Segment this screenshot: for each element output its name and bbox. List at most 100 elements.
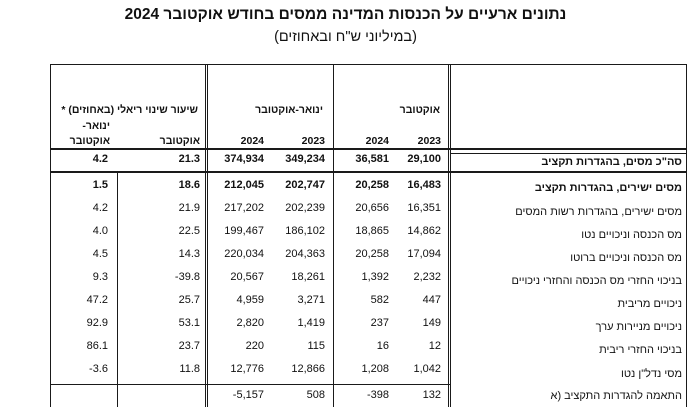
cell-oct-2023: 12 [428, 340, 441, 352]
cell-real-change-oct: 25.7 [178, 294, 200, 306]
cell-jan-oct-2023: 3,271 [297, 294, 325, 306]
cell-oct-2023: 17,094 [407, 248, 441, 260]
cell-oct-2024: 237 [370, 317, 389, 329]
cell-oct-2024: 1,208 [361, 363, 389, 375]
cell-jan-oct-2024: -5,157 [232, 389, 264, 401]
cell-real-change-ytd: 47.2 [86, 294, 108, 306]
row-label: מסי נדל"ן נטו [620, 368, 682, 380]
cell-real-change-ytd: 1.5 [92, 179, 108, 191]
cell-jan-oct-2023: 202,747 [285, 179, 325, 191]
table-border-right [686, 64, 687, 407]
cell-oct-2023: 447 [422, 294, 441, 306]
table-border-left [50, 64, 51, 407]
cell-oct-2024: 1,392 [361, 271, 389, 283]
cell-jan-oct-2024: 220,034 [224, 248, 264, 260]
column-divider [448, 64, 449, 407]
cell-jan-oct-2024: 217,202 [224, 202, 264, 214]
cell-real-change-ytd: 9.3 [92, 271, 108, 283]
cell-jan-oct-2023: 1,419 [297, 317, 325, 329]
header-jan-oct: ינואר-אוקטובר [255, 104, 323, 116]
cell-jan-oct-2023: 508 [306, 389, 325, 401]
table-border-top [50, 64, 687, 65]
cell-oct-2023: 29,100 [407, 153, 441, 165]
row-label: התאמה להגדרות התקציב (א [550, 390, 682, 402]
header-year-2023: 2023 [417, 135, 441, 147]
column-divider [333, 64, 334, 407]
cell-oct-2023: 16,351 [407, 202, 441, 214]
header-real-change-ytd: אוקטובר [69, 135, 110, 147]
cell-jan-oct-2024: 20,567 [230, 271, 264, 283]
cell-oct-2024: 20,258 [355, 179, 389, 191]
cell-real-change-ytd: 4.2 [92, 202, 108, 214]
cell-oct-2024: 20,258 [355, 248, 389, 260]
row-label: מסים ישירים, בהגדרות רשות המסים [515, 206, 682, 218]
header-real-change-oct: אוקטובר [159, 135, 200, 147]
cell-real-change-ytd: 4.5 [92, 248, 108, 260]
cell-real-change-ytd: -3.6 [89, 363, 108, 375]
cell-oct-2023: 14,862 [407, 225, 441, 237]
column-divider [205, 64, 206, 407]
report-subtitle: (במיליוני ש"ח ובאחוזים) [274, 29, 417, 45]
cell-real-change-oct: 11.8 [179, 363, 200, 375]
cell-jan-oct-2023: 18,261 [291, 271, 325, 283]
cell-jan-oct-2024: 374,934 [224, 153, 264, 165]
header-year-2024: 2024 [365, 135, 389, 147]
cell-jan-oct-2024: 12,776 [230, 363, 264, 375]
row-label: מס הכנסה וניכויים נטו [581, 229, 682, 241]
cell-jan-oct-2023: 186,102 [285, 225, 325, 237]
cell-real-change-ytd: 4.2 [92, 153, 108, 165]
cell-real-change-oct: 21.9 [178, 202, 200, 214]
cell-jan-oct-2023: 204,363 [285, 248, 325, 260]
row-separator [50, 384, 450, 385]
cell-jan-oct-2024: 220 [245, 340, 264, 352]
cell-oct-2023: 16,483 [407, 179, 441, 191]
header-oct: אוקטובר [399, 104, 440, 116]
cell-real-change-oct: 14.3 [178, 248, 200, 260]
cell-real-change-oct: 53.1 [178, 317, 200, 329]
cell-jan-oct-2023: 202,239 [285, 202, 325, 214]
total-separator [50, 171, 687, 173]
cell-real-change-ytd: 4.0 [92, 225, 108, 237]
cell-real-change-oct: 21.3 [178, 153, 200, 165]
column-divider [450, 64, 451, 407]
row-label: ניכויים מניירות ערך [595, 321, 682, 333]
cell-oct-2024: 20,656 [355, 202, 389, 214]
cell-jan-oct-2024: 212,045 [224, 179, 264, 191]
cell-oct-2024: 36,581 [355, 153, 389, 165]
cell-jan-oct-2023: 12,866 [291, 363, 325, 375]
cell-real-change-oct: -39.8 [174, 271, 200, 283]
header-year-2024: 2024 [240, 135, 264, 147]
row-separator [450, 153, 687, 154]
row-label: בניכוי החזרי מס הכנסה והחזרי ניכויים [511, 275, 682, 287]
cell-real-change-oct: 23.7 [178, 340, 200, 352]
cell-oct-2023: 132 [422, 389, 441, 401]
row-label: מס הכנסה וניכויים ברוטו [570, 252, 682, 264]
cell-jan-oct-2024: 2,820 [236, 317, 264, 329]
cell-real-change-ytd: 86.1 [86, 340, 108, 352]
cell-real-change-oct: 22.5 [178, 225, 200, 237]
cell-oct-2023: 1,042 [413, 363, 441, 375]
header-year-2023: 2023 [301, 135, 325, 147]
cell-oct-2023: 2,232 [413, 271, 441, 283]
cell-real-change-ytd: 92.9 [86, 317, 108, 329]
cell-real-change-oct: 18.6 [178, 179, 200, 191]
cell-oct-2024: -398 [366, 389, 389, 401]
cell-jan-oct-2024: 199,467 [224, 225, 264, 237]
row-label: סה"כ מסים, בהגדרות תקציב [541, 156, 682, 168]
column-divider [207, 64, 208, 407]
header-real-change-ytd-line: ינואר- [82, 120, 110, 132]
header-real-change: שיעור שינוי ריאלי (באחוזים) * [61, 104, 198, 116]
report-title: נתונים ארעיים על הכנסות המדינה ממסים בחו… [124, 6, 567, 23]
cell-oct-2024: 582 [370, 294, 389, 306]
column-divider [117, 172, 118, 407]
cell-oct-2024: 16 [376, 340, 389, 352]
cell-oct-2023: 149 [422, 317, 441, 329]
row-label: ניכויים מריבית [617, 298, 682, 310]
cell-jan-oct-2023: 349,234 [285, 153, 325, 165]
cell-oct-2024: 18,865 [355, 225, 389, 237]
row-label: בניכוי החזרי ריבית [599, 344, 682, 356]
cell-jan-oct-2023: 115 [307, 340, 325, 352]
header-separator [50, 148, 687, 150]
row-label: מסים ישירים, בהגדרות תקציב [534, 182, 682, 194]
cell-jan-oct-2024: 4,959 [236, 294, 264, 306]
